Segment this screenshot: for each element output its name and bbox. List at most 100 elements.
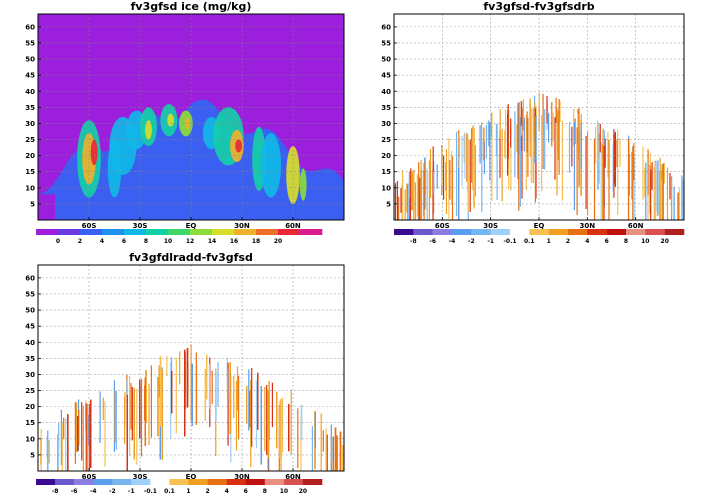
ice-blob-8	[145, 120, 152, 140]
colorbar-label: 20	[299, 488, 307, 495]
diff-streak	[140, 378, 143, 457]
diff-streak	[171, 357, 173, 378]
colorbar-swatch	[471, 229, 491, 235]
diff-streak	[311, 426, 313, 471]
diff-streak	[557, 110, 559, 151]
diff-streak	[458, 147, 460, 220]
diff-streak	[300, 404, 303, 441]
diff-streak	[490, 113, 492, 138]
diff-streak	[179, 351, 181, 385]
diff-streak	[144, 377, 146, 446]
diff-streak	[57, 434, 59, 471]
y-tick-label: 15	[25, 419, 35, 427]
diff-streak	[520, 101, 522, 126]
diff-streak	[429, 149, 432, 198]
diff-streak	[546, 95, 548, 123]
colorbar-swatch	[626, 229, 646, 235]
colorbar-label: 20	[661, 238, 669, 245]
diff-streak	[467, 133, 469, 193]
diff-streak	[215, 370, 217, 423]
y-tick-label: 5	[30, 451, 35, 459]
diff-streak	[226, 369, 229, 400]
diff-streak	[246, 386, 248, 424]
diff-streak	[613, 130, 615, 158]
diff-streak	[78, 409, 80, 446]
colorbar-label: 6	[244, 488, 248, 495]
diff-streak	[642, 146, 644, 200]
diff-streak	[538, 92, 540, 112]
diff-streak	[398, 197, 400, 220]
diff-streak	[290, 390, 292, 455]
x-tick-label: 30N	[234, 222, 250, 230]
diff-streak	[600, 142, 602, 220]
diff-streak	[75, 402, 78, 453]
diff-streak	[608, 139, 610, 220]
diff-streak	[432, 169, 434, 220]
diff-streak	[534, 116, 536, 203]
diff-streak	[394, 183, 397, 220]
diff-streak	[574, 118, 576, 144]
diff-streak	[260, 386, 262, 465]
colorbar-label: 20	[274, 238, 282, 245]
diff-streak	[161, 369, 163, 460]
colorbar-label: 12	[186, 238, 194, 245]
diff-streak	[186, 348, 189, 408]
diff-streak	[456, 131, 458, 216]
colorbar-swatch	[150, 479, 170, 485]
diff-streak	[400, 188, 402, 213]
diff-streak	[631, 151, 633, 200]
diff-streak	[522, 99, 524, 131]
diff-streak	[271, 382, 273, 428]
x-tick-label: 30N	[234, 473, 250, 481]
colorbar-swatch	[190, 229, 213, 235]
field-layer	[394, 92, 684, 220]
colorbar-swatch	[188, 479, 208, 485]
x-tick-label: EQ	[186, 222, 197, 230]
y-tick-label: 15	[381, 168, 391, 176]
diff-streak	[495, 124, 497, 156]
diff-streak	[612, 144, 614, 192]
diff-streak	[445, 162, 447, 191]
colorbar-swatch	[283, 479, 304, 485]
diff-streak	[535, 115, 537, 163]
colorbar-swatch	[413, 229, 433, 235]
diff-streak	[654, 162, 657, 192]
colorbar-label: 10	[280, 488, 288, 495]
diff-streak	[166, 356, 168, 376]
diff-streak	[288, 404, 290, 452]
colorbar-label: 4	[100, 238, 104, 245]
colorbar-label: 2	[78, 238, 82, 245]
colorbar-swatch	[131, 479, 151, 485]
diff-streak	[129, 375, 131, 456]
colorbar-swatch	[432, 229, 453, 235]
diff-streak	[407, 183, 409, 220]
y-tick-label: 35	[381, 104, 391, 112]
diff-streak	[264, 386, 266, 451]
diff-streak	[669, 173, 671, 200]
y-tick-label: 25	[25, 387, 35, 395]
diff-streak	[410, 168, 412, 211]
diff-streak	[282, 397, 284, 453]
colorbar-swatch	[548, 229, 569, 235]
diff-streak	[60, 409, 62, 466]
diff-streak	[81, 402, 83, 461]
diff-streak	[505, 109, 507, 159]
diff-streak	[409, 172, 411, 198]
diff-streak	[554, 117, 556, 180]
diff-streak	[666, 167, 669, 220]
y-tick-label: 55	[25, 290, 35, 298]
diff-streak	[573, 109, 575, 146]
colorbar-swatch	[58, 229, 81, 235]
colorbar-swatch	[245, 479, 266, 485]
y-tick-label: 60	[25, 274, 35, 282]
diff-streak	[148, 383, 150, 445]
diff-streak	[662, 164, 664, 220]
diff-streak	[191, 363, 193, 426]
y-tick-label: 40	[381, 88, 391, 96]
colorbar-swatch	[212, 229, 235, 235]
diff-streak	[514, 111, 516, 178]
diff-streak	[548, 113, 550, 143]
diff-streak	[614, 131, 616, 187]
diff-streak	[527, 117, 529, 177]
diff-streak	[558, 99, 560, 175]
